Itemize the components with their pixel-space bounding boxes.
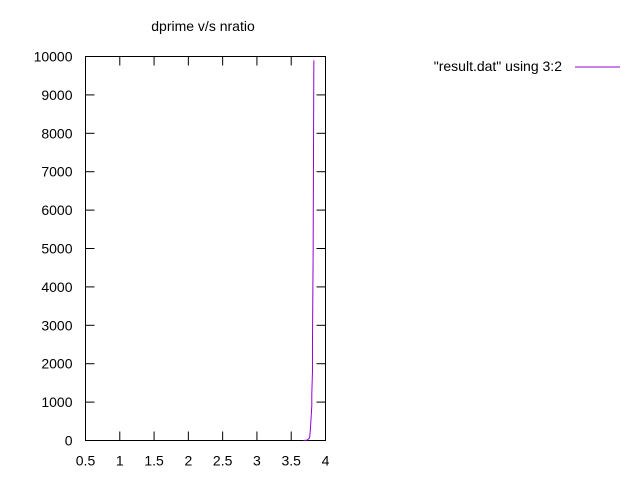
y-tick-label: 1000 bbox=[41, 394, 72, 410]
x-tick-label: 4 bbox=[322, 453, 330, 469]
y-tick-label: 4000 bbox=[41, 279, 72, 295]
x-tick-label: 2.5 bbox=[213, 453, 233, 469]
legend: "result.dat" using 3:2 bbox=[434, 58, 620, 74]
y-tick-label: 2000 bbox=[41, 356, 72, 372]
y-tick-label: 3000 bbox=[41, 317, 72, 333]
y-tick-label: 10000 bbox=[34, 49, 73, 65]
x-tick-label: 2 bbox=[184, 453, 192, 469]
x-tick-label: 3 bbox=[253, 453, 261, 469]
x-tick-label: 1.5 bbox=[144, 453, 164, 469]
y-tick-label: 0 bbox=[65, 433, 73, 449]
y-tick-label: 6000 bbox=[41, 202, 72, 218]
x-tick-label: 0.5 bbox=[76, 453, 96, 469]
y-tick-label: 7000 bbox=[41, 164, 72, 180]
x-tick-label: 1 bbox=[116, 453, 124, 469]
y-tick-label: 5000 bbox=[41, 241, 72, 257]
y-axis: 0 1000 2000 3000 4000 5000 6000 7000 8000 9000 100… bbox=[34, 49, 326, 449]
x-axis: 0.5 1 1.5 2 2.5 3 3.5 4 bbox=[76, 56, 330, 469]
y-tick-label: 8000 bbox=[41, 125, 72, 141]
legend-label: "result.dat" using 3:2 bbox=[434, 58, 562, 74]
plot-frame bbox=[85, 56, 326, 441]
chart-title: dprime v/s nratio bbox=[151, 18, 255, 34]
y-tick-label: 9000 bbox=[41, 87, 72, 103]
x-tick-label: 3.5 bbox=[281, 453, 301, 469]
series-layer bbox=[303, 60, 315, 441]
series-line bbox=[303, 60, 315, 441]
